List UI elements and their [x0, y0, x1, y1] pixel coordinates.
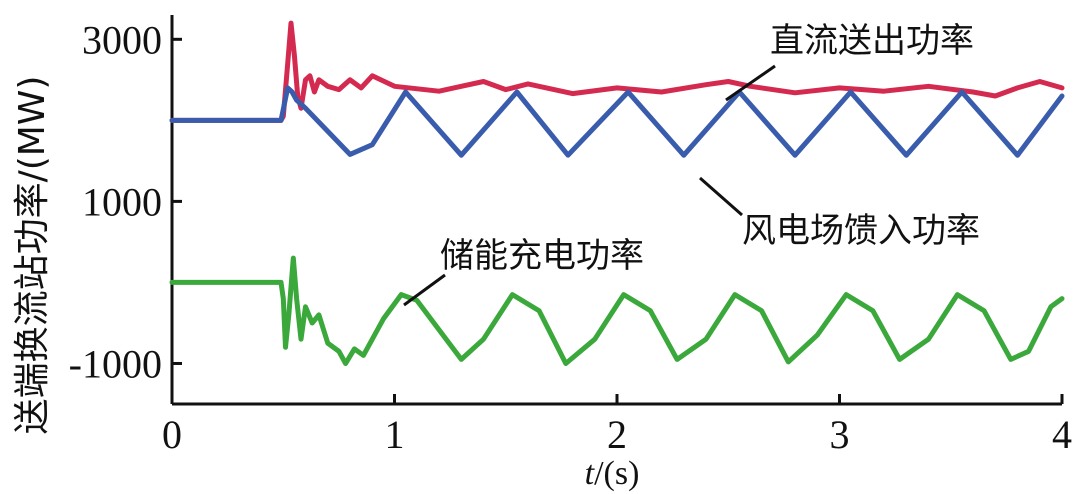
x-tick-label-1: 1	[385, 412, 405, 457]
y-tick-label-1: 1000	[82, 179, 162, 224]
annotation-storage: 储能充电功率	[440, 236, 644, 276]
y-tick-label-2: -1000	[69, 341, 162, 386]
x-tick-label-3: 3	[830, 412, 850, 457]
x-tick-label-2: 2	[607, 412, 627, 457]
leader-wind-farm	[699, 176, 743, 217]
series-lines	[169, 20, 1065, 366]
series-line-2	[169, 255, 1065, 366]
ticks: 0 1 2 3 4 3000 1000 -1000	[69, 17, 1072, 457]
x-axis-label-var: t	[585, 455, 596, 492]
series-line-1	[169, 85, 1065, 158]
annotation-dc-output: 直流送出功率	[770, 21, 974, 61]
x-tick-label-0: 0	[162, 412, 182, 457]
x-axis-label: t/(s)	[585, 455, 640, 492]
annotations: 直流送出功率 风电场馈入功率 储能充电功率	[403, 21, 980, 307]
y-axis-label: 送端换流站功率/(MW)	[12, 76, 53, 435]
x-tick-label-4: 4	[1052, 412, 1072, 457]
leader-storage	[403, 273, 446, 307]
x-axis-label-unit: /(s)	[594, 455, 639, 492]
leader-dc-output	[725, 64, 776, 102]
y-tick-label-0: 3000	[82, 17, 162, 62]
annotation-wind-farm: 风电场馈入功率	[742, 211, 980, 251]
axes	[170, 15, 1062, 406]
